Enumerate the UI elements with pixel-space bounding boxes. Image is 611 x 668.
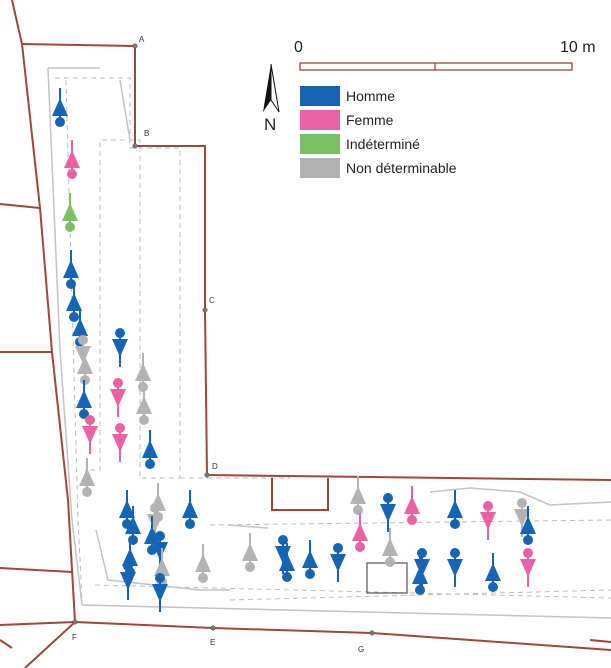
- burial-homme-28: [182, 490, 198, 529]
- burial-non-determinable-11: [79, 458, 95, 497]
- burial-homme-25: [152, 531, 168, 570]
- burial-homme-42: [447, 490, 463, 529]
- scale-bar: 0 10 m: [294, 39, 596, 71]
- point-label-f: F: [72, 633, 77, 642]
- scale-end-label: 10 m: [560, 39, 596, 56]
- burial-non-determinable-29: [195, 544, 211, 583]
- structure: [366, 562, 408, 594]
- burial-femme-2: [64, 140, 80, 179]
- north-arrow-icon: N: [263, 63, 280, 134]
- legend: Homme Femme Indéterminé Non déterminable: [300, 84, 500, 180]
- swatch-femme: [300, 110, 340, 130]
- burial-indetermine-3: [62, 193, 78, 232]
- burial-femme-10: [82, 415, 98, 454]
- burial-homme-1: [52, 88, 68, 127]
- burial-non-determinable-16: [136, 386, 152, 425]
- point-label-b: B: [144, 129, 149, 138]
- burial-homme-33: [302, 540, 318, 579]
- point-label-d: D: [212, 462, 218, 471]
- legend-label-non-determinable: Non déterminable: [346, 160, 457, 176]
- scale-start-label: 0: [294, 39, 303, 56]
- legend-item-indetermine: Indéterminé: [300, 132, 500, 156]
- legend-label-indetermine: Indéterminé: [346, 136, 420, 152]
- swatch-non-determinable: [300, 158, 340, 178]
- point-labels: A B C D E F G: [72, 35, 364, 654]
- point-label-c: C: [209, 296, 215, 305]
- burial-homme-5: [66, 283, 82, 322]
- burial-femme-36: [352, 513, 368, 552]
- point-label-e: E: [210, 638, 215, 647]
- burial-homme-32: [279, 543, 295, 582]
- burial-femme-39: [404, 486, 420, 525]
- burial-homme-17: [142, 430, 158, 469]
- burial-homme-12: [112, 328, 128, 367]
- swatch-homme: [300, 86, 340, 106]
- burial-femme-48: [520, 548, 536, 587]
- burial-homme-45: [485, 553, 501, 592]
- burial-non-determinable-30: [242, 533, 258, 572]
- burial-non-determinable-38: [382, 528, 398, 567]
- burial-homme-4: [63, 250, 79, 289]
- burial-homme-37: [380, 493, 396, 532]
- burial-homme-43: [447, 548, 463, 587]
- burial-homme-34: [330, 543, 346, 582]
- burial-homme-9: [76, 380, 92, 419]
- burial-homme-21: [120, 561, 136, 600]
- burial-femme-44: [480, 501, 496, 540]
- burial-non-determinable-35: [350, 476, 366, 515]
- swatch-indetermine: [300, 134, 340, 154]
- boundary-points: [72, 43, 375, 636]
- point-label-g: G: [358, 645, 364, 654]
- legend-label-femme: Femme: [346, 112, 394, 128]
- legend-item-homme: Homme: [300, 84, 500, 108]
- legend-item-non-determinable: Non déterminable: [300, 156, 500, 180]
- burial-femme-13: [110, 378, 126, 417]
- burial-femme-14: [112, 423, 128, 462]
- legend-item-femme: Femme: [300, 108, 500, 132]
- burial-homme-24: [144, 516, 160, 555]
- point-label-a: A: [139, 35, 145, 44]
- legend-label-homme: Homme: [346, 88, 396, 104]
- north-label: N: [264, 115, 276, 134]
- burial-homme-27: [152, 573, 168, 612]
- burial-homme-41: [412, 556, 428, 595]
- burials-layer: [52, 88, 536, 612]
- burial-homme-47: [520, 506, 536, 545]
